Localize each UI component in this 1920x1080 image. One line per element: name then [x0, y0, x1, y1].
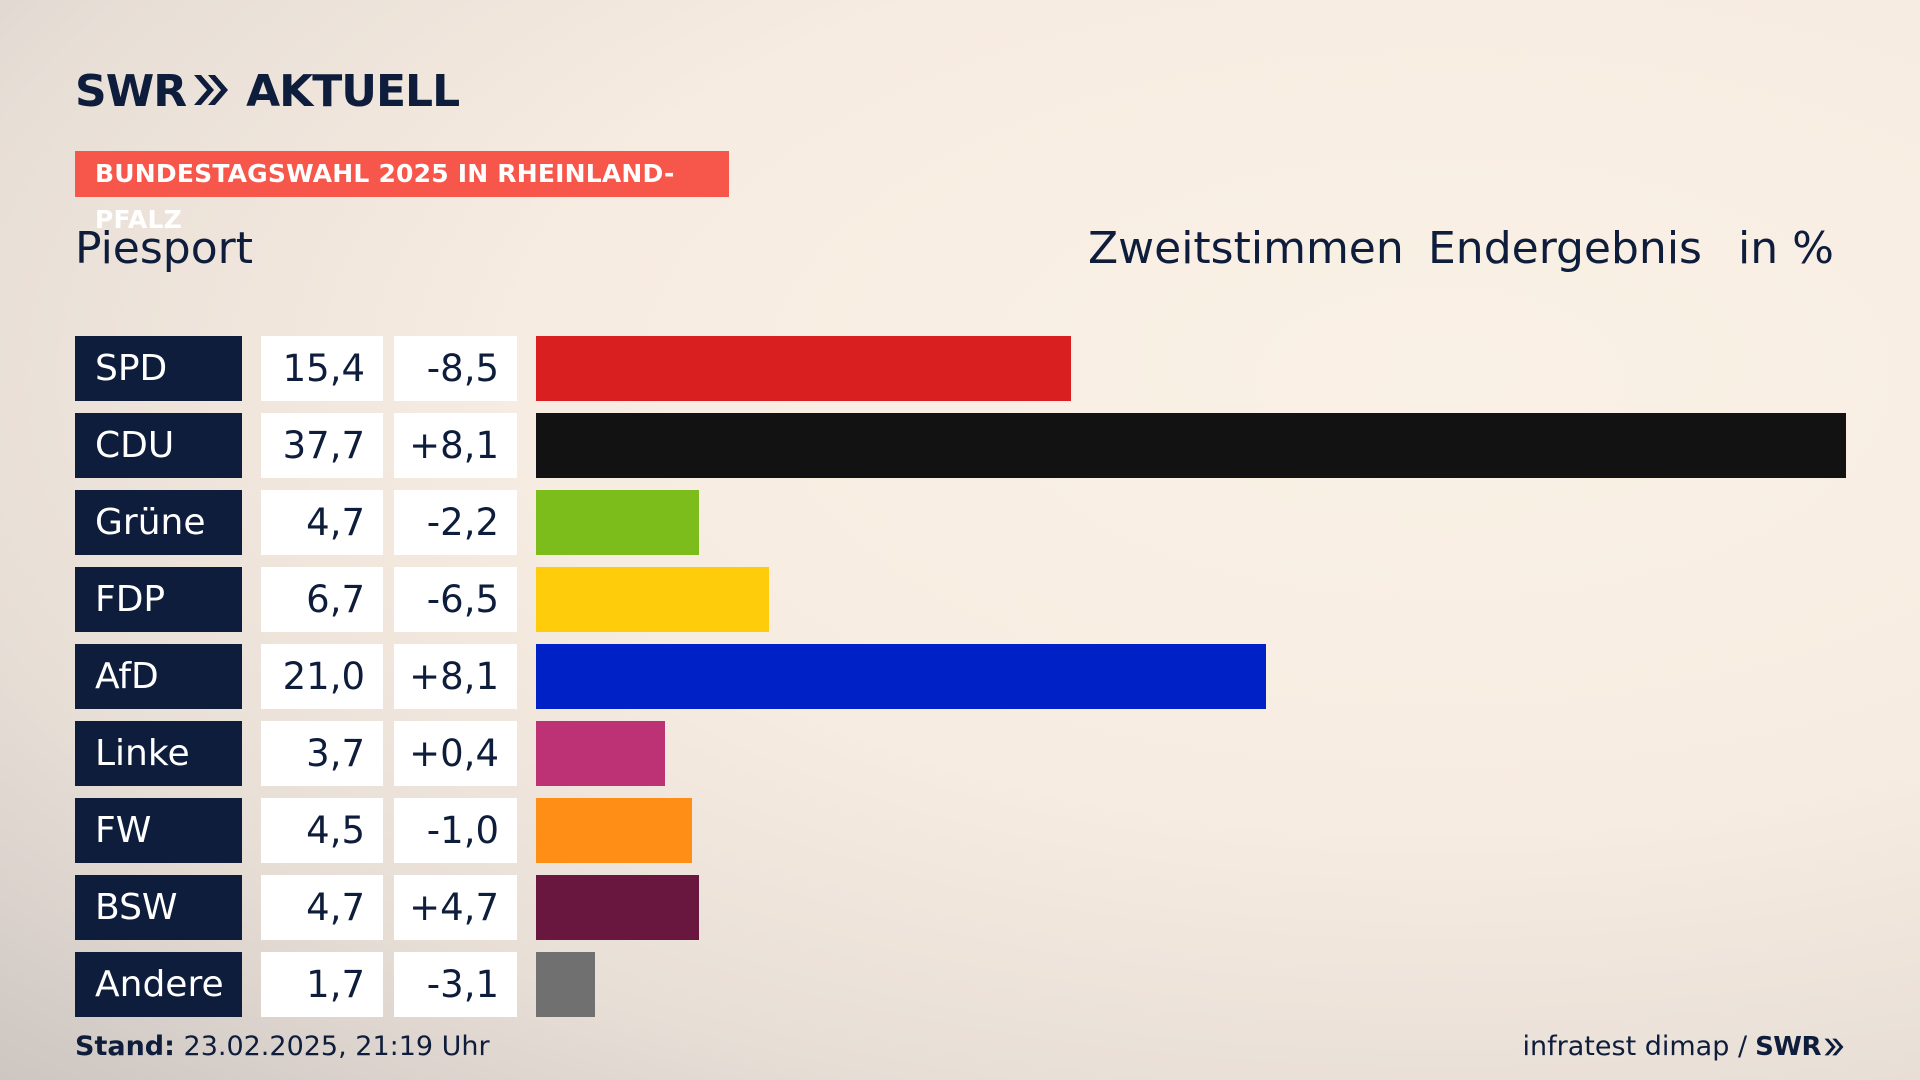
vote-share-label: 1,7 — [261, 952, 383, 1017]
place-title: Piesport — [75, 223, 253, 274]
stand-value: 23.02.2025, 21:19 Uhr — [183, 1031, 490, 1062]
change-label: +8,1 — [394, 413, 517, 478]
party-label: Andere — [75, 952, 242, 1017]
party-label: Linke — [75, 721, 242, 786]
result-bar — [536, 952, 595, 1017]
change-label: +8,1 — [394, 644, 517, 709]
footer-stand: Stand: 23.02.2025, 21:19 Uhr — [75, 1030, 490, 1064]
result-bar — [536, 875, 699, 940]
small-logo-text: SWR — [1755, 1032, 1821, 1062]
logo-text-left: SWR — [75, 66, 187, 117]
stand-label: Stand: — [75, 1031, 175, 1062]
result-bar — [536, 721, 665, 786]
vote-share-label: 21,0 — [261, 644, 383, 709]
logo-text-right: AKTUELL — [246, 66, 460, 117]
swr-small-logo: SWR — [1755, 1030, 1845, 1064]
party-label: Grüne — [75, 490, 242, 555]
vote-share-label: 3,7 — [261, 721, 383, 786]
source-text: infratest dimap / — [1522, 1031, 1748, 1062]
change-label: -3,1 — [394, 952, 517, 1017]
vote-share-label: 6,7 — [261, 567, 383, 632]
change-label: -8,5 — [394, 336, 517, 401]
party-label: BSW — [75, 875, 242, 940]
change-label: -6,5 — [394, 567, 517, 632]
swr-aktuell-logo: SWR AKTUELL — [75, 66, 460, 117]
change-label: -2,2 — [394, 490, 517, 555]
vote-share-label: 4,7 — [261, 875, 383, 940]
change-label: +0,4 — [394, 721, 517, 786]
double-chevron-icon — [192, 72, 230, 112]
vote-share-label: 4,5 — [261, 798, 383, 863]
change-label: +4,7 — [394, 875, 517, 940]
result-bar — [536, 567, 769, 632]
result-bar — [536, 798, 692, 863]
header-zweitstimmen: Zweitstimmen — [1088, 223, 1404, 274]
vote-share-label: 15,4 — [261, 336, 383, 401]
header-endergebnis: Endergebnis — [1428, 223, 1702, 274]
result-bar — [536, 644, 1266, 709]
vote-share-label: 37,7 — [261, 413, 383, 478]
party-label: FDP — [75, 567, 242, 632]
change-label: -1,0 — [394, 798, 517, 863]
vote-share-label: 4,7 — [261, 490, 383, 555]
party-label: CDU — [75, 413, 242, 478]
result-bar — [536, 413, 1846, 478]
result-bar — [536, 336, 1071, 401]
footer-source: infratest dimap / SWR — [1523, 1030, 1845, 1064]
election-kicker: BUNDESTAGSWAHL 2025 IN RHEINLAND-PFALZ — [75, 151, 729, 234]
party-label: FW — [75, 798, 242, 863]
result-bar — [536, 490, 699, 555]
header-unit: in % — [1738, 223, 1834, 274]
party-label: SPD — [75, 336, 242, 401]
party-label: AfD — [75, 644, 242, 709]
